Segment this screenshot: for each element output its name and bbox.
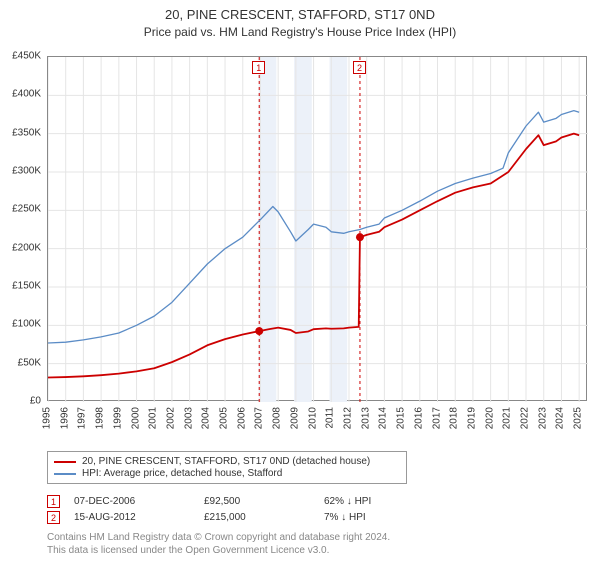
x-tick-label: 2009 (289, 407, 300, 429)
x-tick-label: 2020 (484, 407, 495, 429)
chart-subtitle: Price paid vs. HM Land Registry's House … (0, 25, 600, 39)
x-tick-label: 1999 (112, 407, 123, 429)
legend-swatch (54, 473, 76, 475)
event-delta: 62% ↓ HPI (324, 496, 454, 507)
x-tick-label: 2003 (183, 407, 194, 429)
y-tick-label: £0 (30, 396, 41, 407)
chart-container: 20, PINE CRESCENT, STAFFORD, ST17 0ND Pr… (0, 6, 600, 566)
footnote-line: Contains HM Land Registry data © Crown c… (47, 532, 587, 545)
event-marker-1: 1 (252, 61, 265, 74)
x-axis: 1995199619971998199920002001200220032004… (47, 403, 587, 448)
y-tick-label: £250K (12, 204, 41, 215)
x-tick-label: 2022 (520, 407, 531, 429)
legend-row: 20, PINE CRESCENT, STAFFORD, ST17 0ND (d… (54, 456, 400, 467)
x-tick-label: 2011 (325, 407, 336, 429)
y-tick-label: £300K (12, 166, 41, 177)
footnote-line: This data is licensed under the Open Gov… (47, 545, 587, 558)
y-tick-label: £350K (12, 127, 41, 138)
x-tick-label: 2005 (219, 407, 230, 429)
legend: 20, PINE CRESCENT, STAFFORD, ST17 0ND (d… (47, 451, 407, 484)
x-tick-label: 2013 (360, 407, 371, 429)
x-tick-label: 1996 (59, 407, 70, 429)
y-tick-label: £200K (12, 242, 41, 253)
chart-title: 20, PINE CRESCENT, STAFFORD, ST17 0ND (0, 6, 600, 24)
x-tick-label: 2004 (201, 407, 212, 429)
event-row: 2 15-AUG-2012£215,0007% ↓ HPI (47, 511, 587, 524)
plot-svg (48, 57, 588, 402)
y-tick-label: £450K (12, 51, 41, 62)
event-date: 15-AUG-2012 (74, 512, 204, 523)
x-tick-label: 2006 (236, 407, 247, 429)
y-tick-label: £400K (12, 89, 41, 100)
x-tick-label: 2015 (396, 407, 407, 429)
x-tick-label: 2025 (573, 407, 584, 429)
event-row: 1 07-DEC-2006£92,50062% ↓ HPI (47, 495, 587, 508)
x-tick-label: 2024 (555, 407, 566, 429)
x-tick-label: 2014 (378, 407, 389, 429)
x-tick-label: 2001 (148, 407, 159, 429)
x-tick-label: 2012 (342, 407, 353, 429)
legend-row: HPI: Average price, detached house, Staf… (54, 468, 400, 479)
event-price: £92,500 (204, 496, 324, 507)
event-marker-icon: 2 (47, 511, 60, 524)
x-tick-label: 1995 (42, 407, 53, 429)
x-tick-label: 2000 (130, 407, 141, 429)
x-tick-label: 2016 (413, 407, 424, 429)
x-tick-label: 2021 (502, 407, 513, 429)
legend-label: 20, PINE CRESCENT, STAFFORD, ST17 0ND (d… (82, 456, 370, 467)
event-date: 07-DEC-2006 (74, 496, 204, 507)
x-tick-label: 2017 (431, 407, 442, 429)
event-delta: 7% ↓ HPI (324, 512, 454, 523)
x-tick-label: 1997 (77, 407, 88, 429)
x-tick-label: 2010 (307, 407, 318, 429)
event-price: £215,000 (204, 512, 324, 523)
footnote: Contains HM Land Registry data © Crown c… (47, 532, 587, 557)
y-tick-label: £100K (12, 319, 41, 330)
legend-swatch (54, 461, 76, 463)
x-tick-label: 2007 (254, 407, 265, 429)
x-tick-label: 2023 (537, 407, 548, 429)
y-tick-label: £150K (12, 281, 41, 292)
x-tick-label: 2019 (466, 407, 477, 429)
x-tick-label: 1998 (95, 407, 106, 429)
y-tick-label: £50K (18, 357, 41, 368)
x-tick-label: 2002 (165, 407, 176, 429)
x-tick-label: 2008 (272, 407, 283, 429)
legend-label: HPI: Average price, detached house, Staf… (82, 468, 282, 479)
y-axis: £0£50K£100K£150K£200K£250K£300K£350K£400… (0, 56, 45, 401)
plot-area: 12 (47, 56, 587, 401)
event-table: 1 07-DEC-2006£92,50062% ↓ HPI 2 15-AUG-2012… (47, 492, 587, 527)
event-marker-icon: 1 (47, 495, 60, 508)
event-marker-2: 2 (353, 61, 366, 74)
x-tick-label: 2018 (449, 407, 460, 429)
